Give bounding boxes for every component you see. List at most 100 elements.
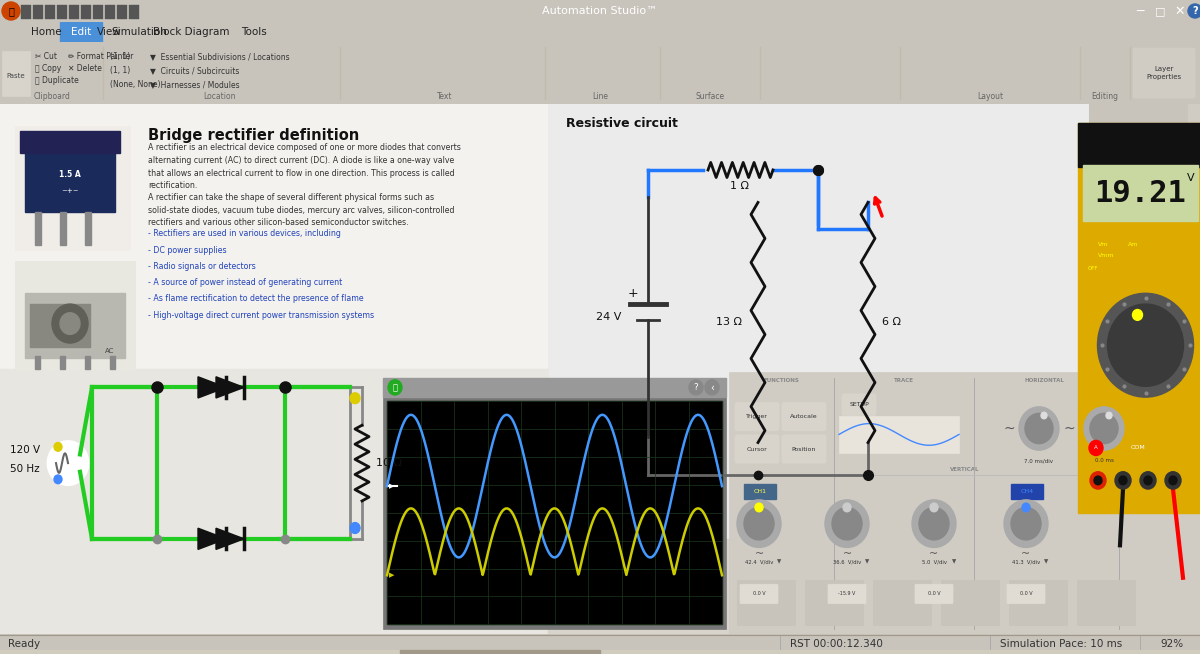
Text: 24 V: 24 V xyxy=(596,312,622,322)
Polygon shape xyxy=(198,377,226,398)
Text: - High-voltage direct current power transmission systems: - High-voltage direct current power tran… xyxy=(148,311,374,320)
Circle shape xyxy=(689,380,703,395)
Circle shape xyxy=(1019,407,1060,450)
Bar xyxy=(839,415,959,453)
Text: Location: Location xyxy=(204,92,236,101)
Bar xyxy=(35,356,40,369)
Text: ~: ~ xyxy=(755,549,763,559)
Text: Ready: Ready xyxy=(8,639,40,649)
Circle shape xyxy=(930,503,938,512)
Polygon shape xyxy=(216,377,244,398)
Bar xyxy=(94,5,103,19)
Bar xyxy=(737,580,796,625)
Text: ~: ~ xyxy=(929,549,938,559)
Bar xyxy=(110,356,115,369)
Bar xyxy=(30,304,90,347)
Text: Am: Am xyxy=(1128,243,1139,247)
Text: ✂ Cut: ✂ Cut xyxy=(35,52,58,61)
Text: A rectifier can take the shape of several different physical forms such as
solid: A rectifier can take the shape of severa… xyxy=(148,193,455,228)
Bar xyxy=(744,484,776,499)
Text: ▼  Essential Subdivisions / Locations: ▼ Essential Subdivisions / Locations xyxy=(150,52,289,61)
Text: SETUP: SETUP xyxy=(850,402,869,407)
Circle shape xyxy=(48,441,88,485)
Text: 13 Ω: 13 Ω xyxy=(716,317,742,328)
Text: - DC power supplies: - DC power supplies xyxy=(148,246,227,254)
Text: Clipboard: Clipboard xyxy=(34,92,71,101)
Text: Text: Text xyxy=(437,92,452,101)
Bar xyxy=(70,5,79,19)
Text: ⧉ Duplicate: ⧉ Duplicate xyxy=(35,76,79,85)
Text: AC: AC xyxy=(106,348,114,354)
Text: ~: ~ xyxy=(1063,421,1075,436)
Text: ⎘ Copy: ⎘ Copy xyxy=(35,64,61,73)
Bar xyxy=(20,131,120,152)
Circle shape xyxy=(1165,472,1181,489)
Text: +: + xyxy=(628,286,638,300)
Text: 41.3  V/div: 41.3 V/div xyxy=(1012,559,1040,564)
Bar xyxy=(0,650,1200,654)
Text: - A source of power instead of generating current: - A source of power instead of generatin… xyxy=(148,278,342,287)
Text: 🔥: 🔥 xyxy=(8,6,14,16)
Bar xyxy=(22,5,31,19)
Circle shape xyxy=(54,475,62,484)
Bar xyxy=(1078,124,1200,513)
Text: ~+~: ~+~ xyxy=(61,188,79,194)
Text: - Radio signals or detectors: - Radio signals or detectors xyxy=(148,262,256,271)
Text: 0.0 V: 0.0 V xyxy=(1020,591,1032,596)
Text: ▼  Harnesses / Modules: ▼ Harnesses / Modules xyxy=(150,80,240,89)
Text: Layout: Layout xyxy=(977,92,1003,101)
Circle shape xyxy=(1025,413,1054,443)
Bar xyxy=(25,142,115,212)
Bar xyxy=(1078,580,1135,625)
Circle shape xyxy=(755,503,763,512)
Circle shape xyxy=(60,313,80,334)
Text: 92%: 92% xyxy=(1160,639,1183,649)
Text: Trigger: Trigger xyxy=(746,414,768,419)
Bar xyxy=(60,22,102,42)
Circle shape xyxy=(350,523,360,534)
Bar xyxy=(1009,580,1067,625)
Text: Vm: Vm xyxy=(1098,243,1109,247)
Circle shape xyxy=(842,503,851,512)
Text: RST 00:00:12.340: RST 00:00:12.340 xyxy=(790,639,883,649)
Text: 10 Ω: 10 Ω xyxy=(376,458,402,468)
Text: 1.5 A: 1.5 A xyxy=(59,170,80,179)
Text: Autocale: Autocale xyxy=(790,414,818,419)
Circle shape xyxy=(1144,476,1152,485)
Text: ‹: ‹ xyxy=(710,383,714,392)
Text: OFF: OFF xyxy=(1088,266,1098,271)
Text: ▼: ▼ xyxy=(1044,559,1048,564)
Bar xyxy=(14,261,134,369)
Bar xyxy=(118,5,127,19)
Text: ✕ Delete: ✕ Delete xyxy=(68,64,102,73)
Text: ▶: ▶ xyxy=(389,572,395,578)
Text: 120 V: 120 V xyxy=(10,445,40,455)
Text: ?: ? xyxy=(1192,6,1198,16)
Circle shape xyxy=(52,304,88,343)
Text: (1, 1): (1, 1) xyxy=(110,52,131,61)
Text: Bridge rectifier definition: Bridge rectifier definition xyxy=(148,128,359,143)
Bar xyxy=(2,51,30,96)
Text: VERTICAL: VERTICAL xyxy=(949,467,979,472)
Bar xyxy=(941,580,998,625)
Bar xyxy=(0,104,548,369)
Polygon shape xyxy=(198,528,226,549)
Circle shape xyxy=(919,508,949,540)
Bar xyxy=(14,126,130,250)
Circle shape xyxy=(1098,293,1194,397)
Text: -15.9 V: -15.9 V xyxy=(839,591,856,596)
Text: View: View xyxy=(97,27,121,37)
Circle shape xyxy=(2,2,20,20)
Bar xyxy=(805,580,863,625)
Bar xyxy=(1188,104,1200,539)
FancyBboxPatch shape xyxy=(734,402,779,430)
Circle shape xyxy=(1084,407,1124,450)
Text: 19.21: 19.21 xyxy=(1094,179,1187,208)
Circle shape xyxy=(54,443,62,451)
Circle shape xyxy=(1108,304,1183,387)
FancyBboxPatch shape xyxy=(734,435,779,463)
Circle shape xyxy=(737,500,781,547)
Text: Home: Home xyxy=(31,27,61,37)
Circle shape xyxy=(1106,412,1112,419)
Bar xyxy=(130,5,139,19)
